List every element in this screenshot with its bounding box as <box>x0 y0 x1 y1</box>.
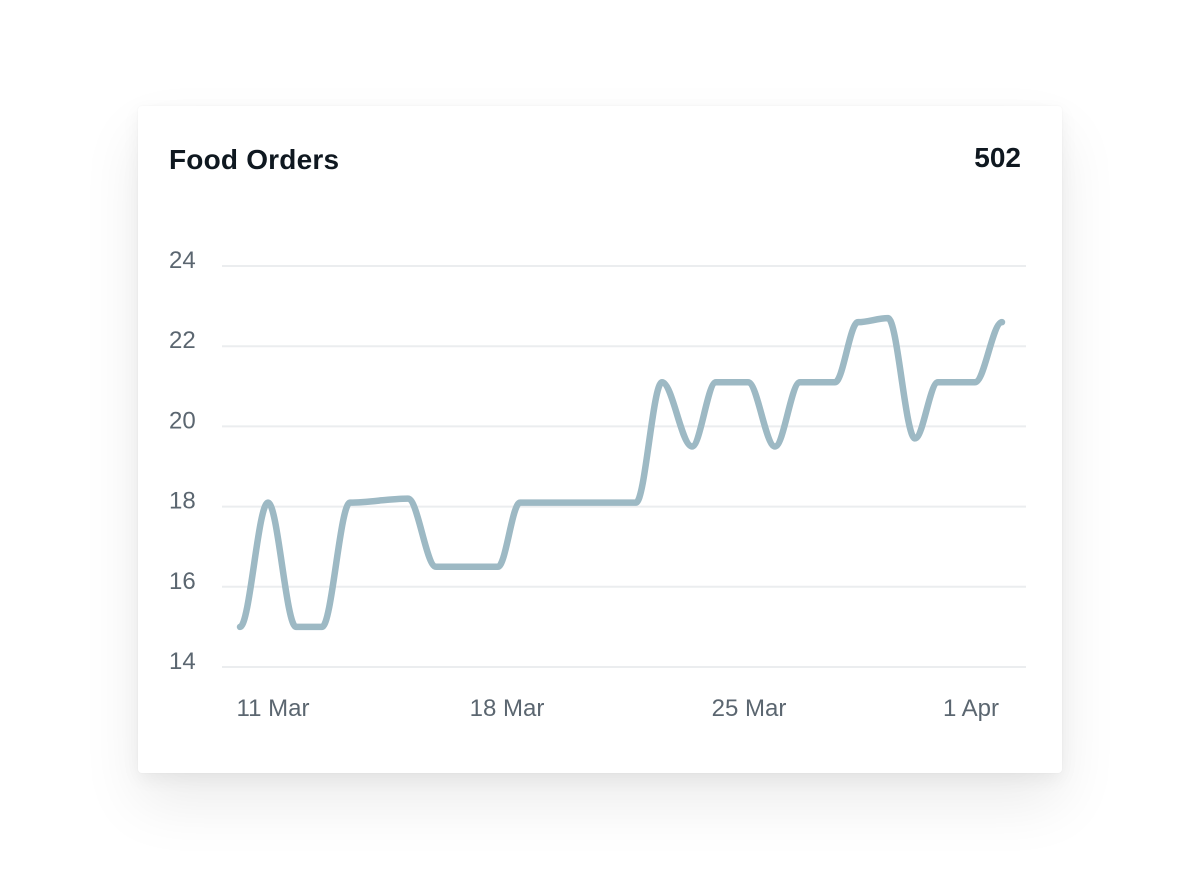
y-tick-label: 16 <box>169 568 196 595</box>
total-orders-value: 502 <box>974 142 1021 173</box>
x-axis-ticks: 11 Mar 18 Mar 25 Mar 1 Apr <box>237 695 999 722</box>
series-line <box>236 314 1006 631</box>
gridlines <box>222 265 1026 668</box>
y-tick-label: 20 <box>169 407 196 434</box>
y-tick-label: 22 <box>169 327 196 354</box>
y-tick-label: 14 <box>169 648 196 675</box>
x-tick-label: 1 Apr <box>943 695 999 722</box>
y-tick-label: 24 <box>169 247 196 274</box>
food-orders-card: Food Orders 502 <box>138 106 1062 773</box>
x-tick-label: 18 Mar <box>470 695 545 722</box>
card-title: Food Orders <box>169 144 340 175</box>
y-tick-label: 18 <box>169 488 196 515</box>
y-axis-ticks: 24 22 20 18 16 14 <box>169 247 196 675</box>
x-tick-label: 11 Mar <box>237 695 310 722</box>
x-tick-label: 25 Mar <box>712 695 787 722</box>
